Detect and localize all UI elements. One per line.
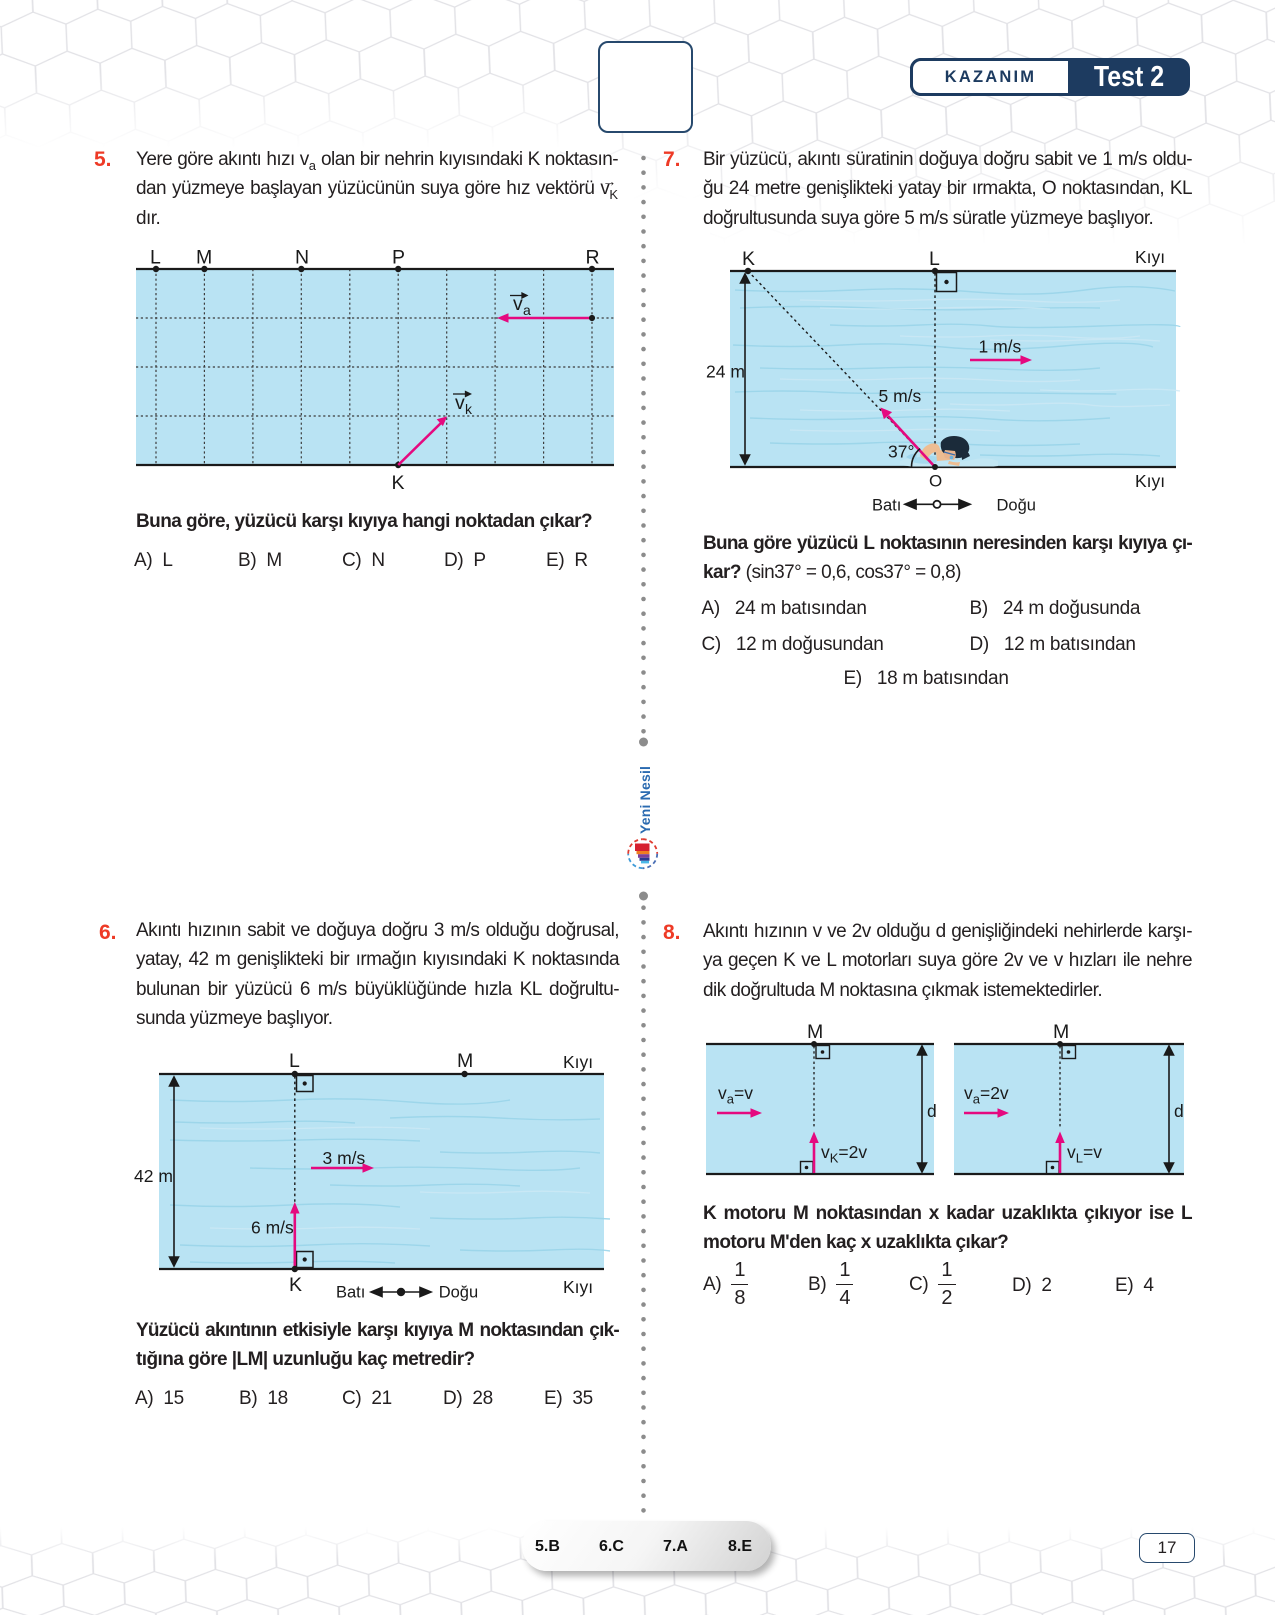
svg-text:Doğu: Doğu	[439, 1284, 478, 1302]
svg-text:L: L	[929, 248, 940, 270]
svg-text:Kıyı: Kıyı	[563, 1277, 593, 1297]
svg-text:P: P	[392, 247, 405, 269]
svg-text:Batı: Batı	[872, 497, 901, 515]
svg-text:37°: 37°	[888, 442, 914, 462]
svg-text:42 m: 42 m	[134, 1166, 173, 1186]
svg-text:O: O	[929, 472, 942, 491]
svg-text:N: N	[295, 247, 309, 269]
svg-text:v: v	[513, 293, 523, 315]
svg-text:Kıyı: Kıyı	[1135, 247, 1165, 267]
svg-text:a: a	[523, 302, 531, 318]
svg-text:L: L	[289, 1050, 300, 1072]
svg-text:1 m/s: 1 m/s	[979, 337, 1022, 357]
svg-text:Batı: Batı	[336, 1284, 365, 1302]
svg-text:d: d	[927, 1101, 937, 1121]
svg-text:k: k	[465, 401, 473, 417]
svg-text:24 m: 24 m	[706, 362, 745, 382]
svg-text:Kıyı: Kıyı	[563, 1052, 593, 1072]
svg-text:v: v	[455, 392, 465, 414]
svg-text:5 m/s: 5 m/s	[879, 386, 922, 406]
svg-text:d: d	[1174, 1101, 1184, 1121]
svg-text:Kıyı: Kıyı	[1135, 471, 1165, 491]
svg-text:M: M	[196, 247, 212, 269]
svg-text:L: L	[150, 247, 161, 269]
svg-text:M: M	[1053, 1021, 1069, 1043]
svg-text:K: K	[392, 472, 405, 494]
svg-text:vL=v: vL=v	[1067, 1142, 1102, 1166]
svg-text:va=v: va=v	[718, 1083, 753, 1107]
svg-text:R: R	[586, 247, 600, 269]
svg-text:va=2v: va=2v	[964, 1083, 1009, 1107]
svg-text:Doğu: Doğu	[997, 497, 1036, 515]
svg-text:Yeni Nesil: Yeni Nesil	[637, 766, 653, 834]
svg-text:K: K	[742, 248, 755, 270]
svg-text:vK=2v: vK=2v	[821, 1142, 867, 1166]
svg-text:M: M	[807, 1021, 823, 1043]
svg-text:6 m/s: 6 m/s	[251, 1218, 294, 1238]
svg-text:3 m/s: 3 m/s	[323, 1148, 366, 1168]
svg-text:K: K	[289, 1274, 302, 1296]
svg-text:M: M	[457, 1050, 473, 1072]
